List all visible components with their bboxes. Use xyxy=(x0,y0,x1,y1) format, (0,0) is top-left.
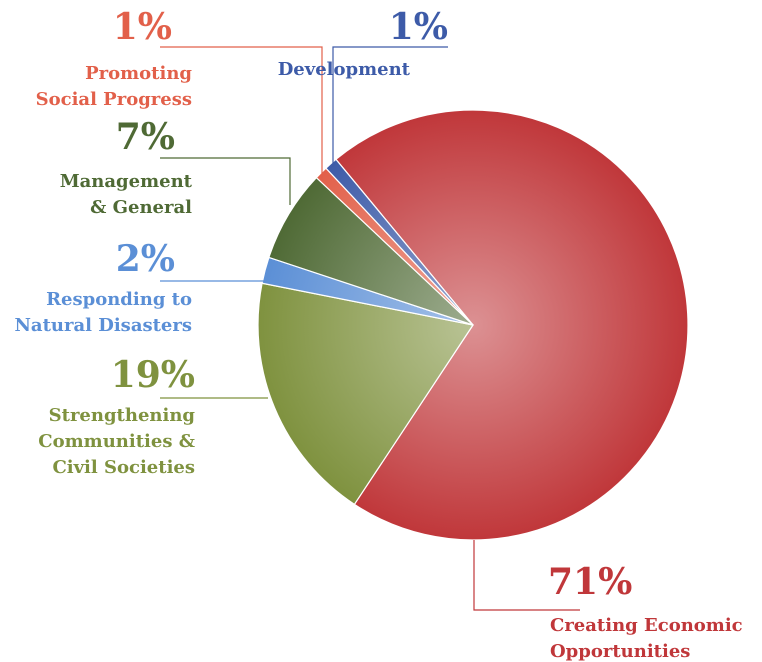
value-label: 1% xyxy=(113,6,172,48)
value-label: 1% xyxy=(389,6,448,48)
pie-slice xyxy=(325,158,474,326)
category-label: Development xyxy=(278,59,411,80)
value-label: 19% xyxy=(111,354,195,396)
value-label: 2% xyxy=(116,238,175,280)
leader-line xyxy=(473,540,580,611)
leader-line xyxy=(160,157,291,205)
category-label: Creating Economic Opportunities xyxy=(550,615,743,662)
value-label: 71% xyxy=(548,561,632,603)
category-label: Management & General xyxy=(60,171,193,218)
category-label: Promoting Social Progress xyxy=(36,63,193,110)
pie-slice xyxy=(257,282,474,506)
category-label: Strengthening Communities & Civil Societie… xyxy=(38,405,195,478)
pie-slice xyxy=(335,109,689,541)
category-label: Responding to Natural Disasters xyxy=(14,289,192,336)
leader-line xyxy=(332,46,448,167)
value-label: 7% xyxy=(116,116,175,158)
leader-line xyxy=(160,46,323,180)
